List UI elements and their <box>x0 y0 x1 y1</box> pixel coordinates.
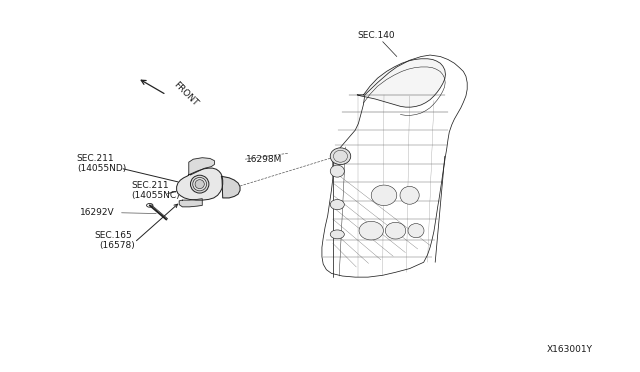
Text: (14055ND): (14055ND) <box>77 164 126 173</box>
Ellipse shape <box>371 185 397 205</box>
Ellipse shape <box>400 186 419 204</box>
Text: 16292V: 16292V <box>80 208 115 217</box>
Text: FRONT: FRONT <box>172 80 200 108</box>
Text: SEC.165: SEC.165 <box>95 231 132 240</box>
Text: SEC.211: SEC.211 <box>131 181 169 190</box>
Ellipse shape <box>359 221 383 240</box>
Ellipse shape <box>330 230 344 239</box>
Polygon shape <box>179 199 202 207</box>
Ellipse shape <box>330 165 344 177</box>
Ellipse shape <box>195 180 204 189</box>
Ellipse shape <box>385 222 406 239</box>
Ellipse shape <box>193 177 207 191</box>
Ellipse shape <box>330 199 344 210</box>
Text: (16578): (16578) <box>99 241 135 250</box>
Polygon shape <box>189 158 214 175</box>
Polygon shape <box>221 176 240 198</box>
Polygon shape <box>357 59 445 107</box>
Text: SEC.140: SEC.140 <box>357 31 395 40</box>
Ellipse shape <box>330 148 351 165</box>
Ellipse shape <box>191 175 209 193</box>
Text: 16298M: 16298M <box>246 155 283 164</box>
Text: SEC.211: SEC.211 <box>77 154 115 163</box>
Text: (14055NC): (14055NC) <box>131 191 180 200</box>
Polygon shape <box>177 168 223 200</box>
Text: X163001Y: X163001Y <box>547 345 593 354</box>
Ellipse shape <box>408 224 424 238</box>
